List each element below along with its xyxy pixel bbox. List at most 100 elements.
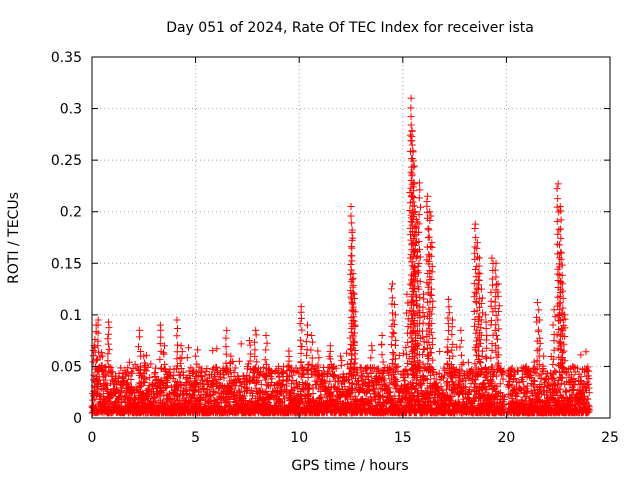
data-point-trail bbox=[424, 225, 432, 233]
baseline-point bbox=[380, 368, 388, 376]
baseline-point bbox=[232, 382, 240, 390]
baseline-point bbox=[574, 364, 582, 372]
data-point-trail bbox=[349, 274, 357, 282]
data-point-trail bbox=[173, 355, 181, 363]
baseline-point bbox=[511, 374, 519, 382]
baseline-point bbox=[393, 377, 401, 385]
baseline-point bbox=[526, 399, 534, 407]
baseline-point bbox=[482, 353, 490, 361]
data-point-trail bbox=[473, 299, 481, 307]
baseline-point bbox=[360, 379, 368, 387]
data-point-trail bbox=[556, 299, 564, 307]
baseline-point bbox=[379, 393, 387, 401]
baseline-point bbox=[328, 391, 336, 399]
y-tick-label: 0.2 bbox=[60, 205, 82, 221]
data-point-trail bbox=[425, 280, 433, 288]
data-point-trail bbox=[425, 233, 433, 241]
baseline-point bbox=[182, 385, 190, 393]
data-point-trail bbox=[104, 357, 112, 365]
data-point-trail bbox=[303, 351, 311, 359]
baseline-point bbox=[289, 377, 297, 385]
baseline-point bbox=[142, 375, 150, 383]
baseline-point bbox=[558, 374, 566, 382]
data-point-trail bbox=[427, 365, 435, 373]
data-point-trail bbox=[458, 361, 466, 369]
data-point-trail bbox=[550, 355, 558, 363]
data-point bbox=[314, 347, 322, 355]
data-point-trail bbox=[285, 362, 293, 370]
data-point-trail bbox=[350, 317, 358, 325]
data-point-trail bbox=[555, 226, 563, 234]
data-point-trail bbox=[425, 354, 433, 362]
baseline-point bbox=[319, 371, 327, 379]
data-point-trail bbox=[445, 309, 453, 317]
data-point bbox=[403, 290, 411, 298]
baseline-point bbox=[392, 381, 400, 389]
baseline-point bbox=[385, 389, 393, 397]
baseline-point bbox=[251, 373, 259, 381]
data-point-trail bbox=[561, 324, 569, 332]
baseline-point bbox=[302, 379, 310, 387]
baseline-point bbox=[284, 376, 292, 384]
data-point-trail bbox=[482, 325, 490, 333]
data-point-trail bbox=[416, 320, 424, 328]
data-point-trail bbox=[193, 360, 201, 368]
data-point-trail bbox=[536, 339, 544, 347]
data-point-trail bbox=[388, 309, 396, 317]
data-point-trail bbox=[427, 285, 435, 293]
data-point-trail bbox=[423, 202, 431, 210]
baseline-point bbox=[530, 376, 538, 384]
data-point-trail bbox=[104, 350, 112, 358]
baseline-point bbox=[437, 383, 445, 391]
data-point-trail bbox=[407, 113, 415, 121]
data-point bbox=[560, 311, 568, 319]
data-point-trail bbox=[297, 349, 305, 357]
baseline-point bbox=[459, 359, 467, 367]
data-point bbox=[245, 337, 253, 345]
baseline-point bbox=[213, 345, 221, 353]
data-point-trail bbox=[308, 361, 316, 369]
baseline-point bbox=[203, 365, 211, 373]
plot-frame bbox=[91, 56, 611, 419]
data-point-trail bbox=[413, 252, 421, 260]
baseline-point bbox=[150, 397, 158, 405]
data-point-trail bbox=[491, 304, 499, 312]
data-point-trail bbox=[492, 331, 500, 339]
data-point-trail bbox=[473, 307, 481, 315]
data-point-trail bbox=[387, 341, 395, 349]
baseline-point bbox=[513, 390, 521, 398]
data-point-trail bbox=[425, 226, 433, 234]
data-point-trail bbox=[561, 332, 569, 340]
data-point-trail bbox=[415, 341, 423, 349]
data-point-trail bbox=[347, 260, 355, 268]
data-point-trail bbox=[156, 340, 164, 348]
data-point-trail bbox=[444, 320, 452, 328]
baseline-point bbox=[557, 379, 565, 387]
baseline-point bbox=[239, 393, 247, 401]
baseline-point bbox=[103, 381, 111, 389]
baseline-point bbox=[101, 376, 109, 384]
data-point-trail bbox=[104, 335, 112, 343]
baseline-point bbox=[245, 360, 253, 368]
data-point-trail bbox=[488, 275, 496, 283]
data-point-trail bbox=[347, 346, 355, 354]
baseline-point bbox=[226, 395, 234, 403]
data-point-trail bbox=[351, 308, 359, 316]
data-point-trail bbox=[429, 303, 437, 311]
x-tick-label: 20 bbox=[497, 430, 515, 446]
baseline-point bbox=[118, 382, 126, 390]
data-point bbox=[409, 148, 417, 156]
baseline-point bbox=[185, 344, 193, 352]
data-point-trail bbox=[478, 294, 486, 302]
data-point-trail bbox=[94, 342, 102, 350]
data-point-trail bbox=[416, 278, 424, 286]
data-point-trail bbox=[349, 299, 357, 307]
data-point-trail bbox=[95, 348, 103, 356]
data-point-trail bbox=[550, 346, 558, 354]
baseline-point bbox=[538, 390, 546, 398]
baseline-point bbox=[439, 374, 447, 382]
y-tick-label: 0 bbox=[73, 411, 82, 427]
data-point-trail bbox=[315, 367, 323, 375]
baseline-point bbox=[332, 364, 340, 372]
baseline-point bbox=[507, 371, 515, 379]
